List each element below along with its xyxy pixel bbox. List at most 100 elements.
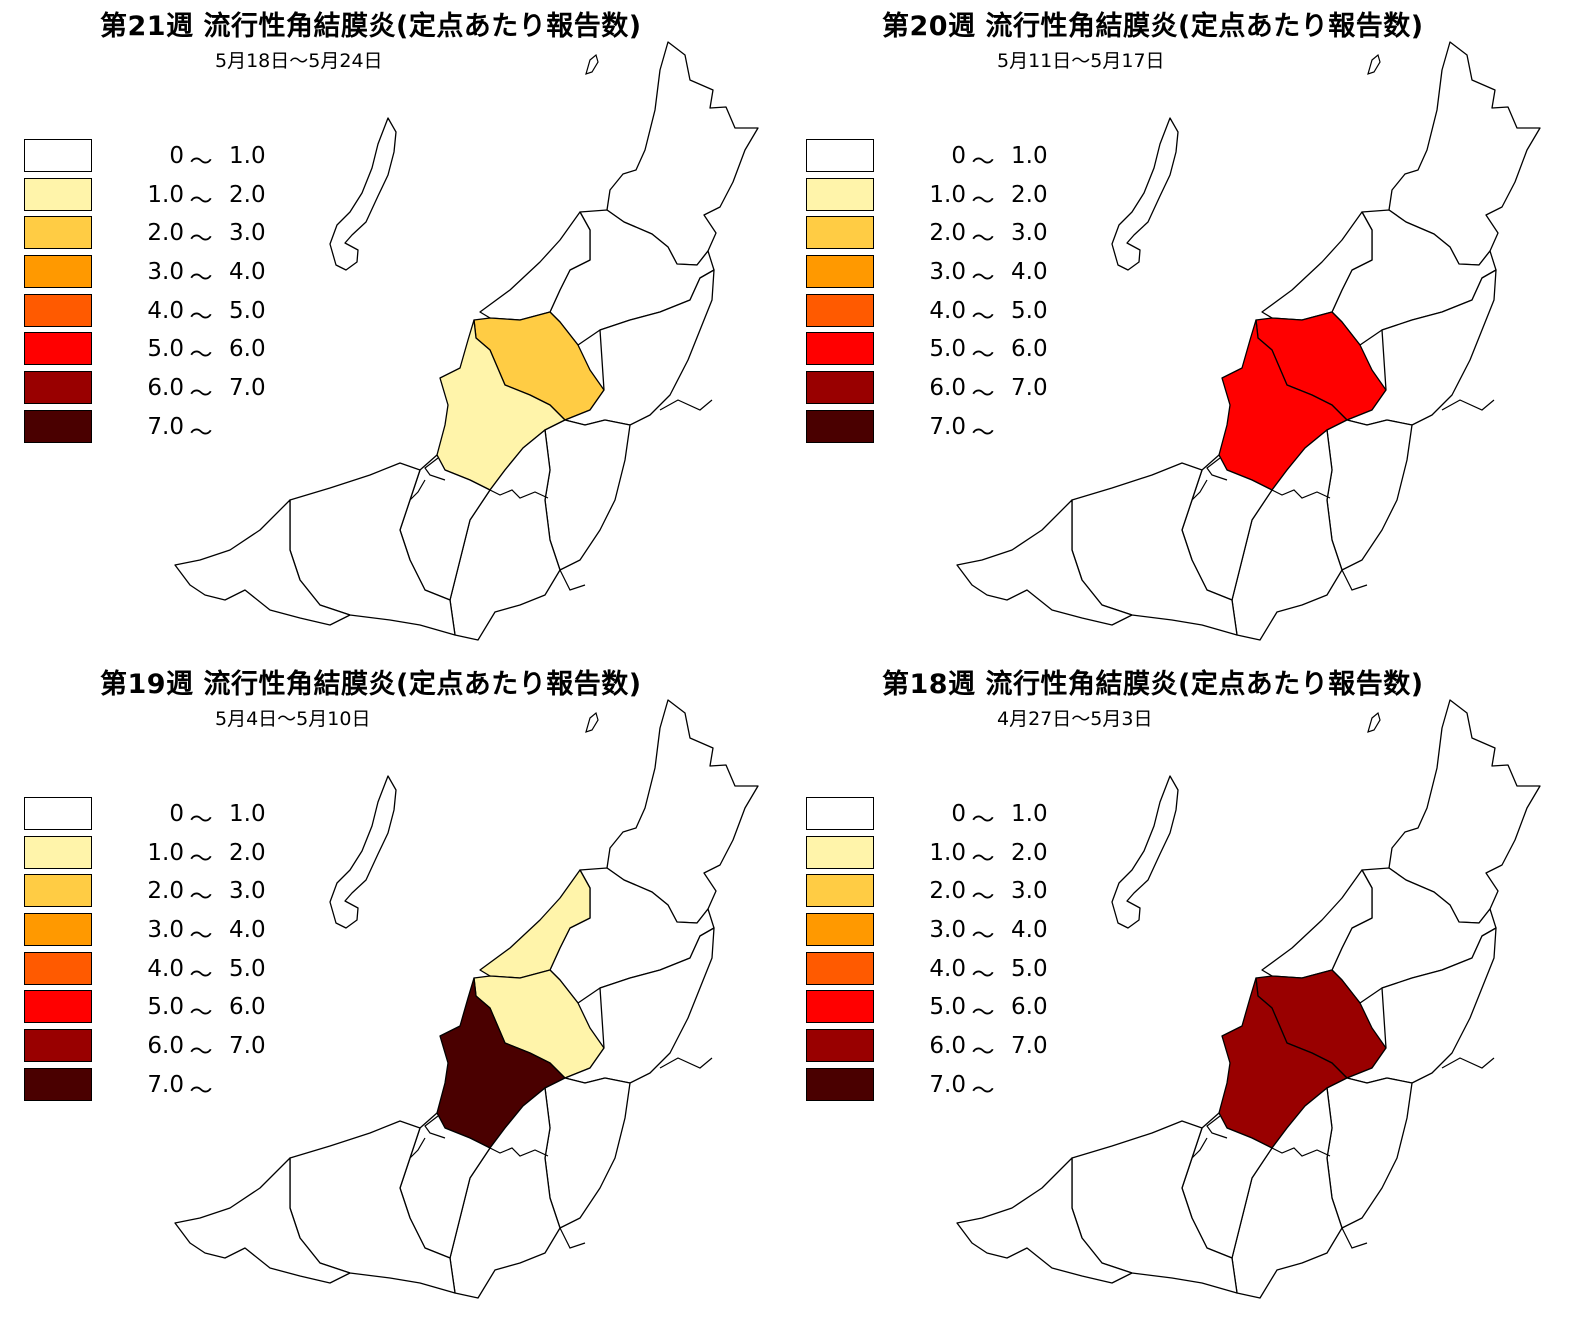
- region-tokamachi: [1231, 1087, 1343, 1299]
- legend-to: 2.0: [229, 181, 266, 208]
- legend-tilde: 〜: [189, 381, 213, 408]
- legend-to: 3.0: [1011, 220, 1048, 247]
- legend-swatch: [806, 797, 874, 830]
- legend-from: 1.0: [147, 839, 184, 866]
- legend-tilde: 〜: [971, 342, 995, 369]
- boundary-line: [489, 489, 549, 499]
- panel-title: 第19週 流行性角結膜炎(定点あたり報告数): [100, 669, 642, 700]
- legend-to: 3.0: [1011, 878, 1048, 905]
- legend-swatch: [806, 913, 874, 947]
- legend-from: 3.0: [147, 917, 184, 944]
- legend-to: 2.0: [229, 839, 266, 866]
- boundary-line: [1191, 479, 1208, 501]
- boundary-line: [1271, 489, 1331, 499]
- legend-from: 4.0: [147, 297, 184, 324]
- legend-tilde: 〜: [971, 807, 995, 833]
- legend-tilde: 〜: [971, 1039, 995, 1066]
- legend-to: 3.0: [229, 878, 266, 905]
- region-itoigawa: [174, 1157, 351, 1284]
- legend-from: 6.0: [929, 1033, 966, 1060]
- region-tokamachi: [449, 1087, 561, 1299]
- legend-from: 5.0: [929, 994, 966, 1021]
- boundary-line: [659, 1057, 713, 1069]
- region-itoigawa: [956, 499, 1133, 626]
- legend-from: 3.0: [929, 259, 966, 286]
- legend-tilde: 〜: [189, 923, 213, 950]
- region-uonuma: [544, 419, 631, 571]
- legend-to: 5.0: [229, 297, 266, 324]
- legend-tilde: 〜: [189, 807, 213, 833]
- legend-tilde: 〜: [971, 381, 995, 408]
- legend-to: 4.0: [229, 259, 266, 286]
- legend-from: 0: [951, 143, 966, 169]
- legend-to: 7.0: [229, 1033, 266, 1060]
- panel-title: 第20週 流行性角結膜炎(定点あたり報告数): [882, 11, 1424, 42]
- legend-swatch: [24, 409, 92, 443]
- map-panel-week20: 第20週 流行性角結膜炎(定点あたり報告数) 5月11日〜5月17日 0 〜 1.0…: [782, 0, 1572, 660]
- region-uonuma: [1326, 1077, 1413, 1229]
- legend-from: 5.0: [929, 336, 966, 363]
- legend-tilde: 〜: [971, 1000, 995, 1027]
- panel-title: 第18週 流行性角結膜炎(定点あたり報告数): [882, 669, 1424, 700]
- legend-tilde: 〜: [971, 226, 995, 253]
- legend-from: 7.0: [147, 413, 184, 440]
- legend-tilde: 〜: [189, 226, 213, 253]
- legend-from: 7.0: [929, 1071, 966, 1098]
- legend-from: 6.0: [929, 375, 966, 402]
- region-itoigawa: [956, 1157, 1133, 1284]
- region-sado: [1111, 117, 1179, 271]
- boundary-line: [1191, 1137, 1208, 1159]
- legend-swatch: [806, 951, 874, 985]
- boundary-line: [1441, 1057, 1495, 1069]
- legend-from: 4.0: [929, 955, 966, 982]
- map-panel-week21: 第21週 流行性角結膜炎(定点あたり報告数) 5月18日〜5月24日 0 〜 1.0…: [0, 0, 790, 660]
- legend-swatch: [806, 835, 874, 869]
- legend-from: 2.0: [929, 878, 966, 905]
- legend-swatch: [806, 255, 874, 289]
- legend-swatch: [24, 1067, 92, 1101]
- awashima-island: [585, 711, 599, 733]
- panel-date-range: 5月18日〜5月24日: [215, 50, 383, 72]
- legend-tilde: 〜: [971, 923, 995, 950]
- legend-tilde: 〜: [971, 303, 995, 330]
- legend-swatch: [806, 216, 874, 250]
- legend-to: 1.0: [229, 143, 266, 169]
- legend-from: 1.0: [929, 181, 966, 208]
- boundary-line: [424, 457, 446, 481]
- legend-to: 2.0: [1011, 839, 1048, 866]
- legend-tilde: 〜: [189, 884, 213, 911]
- region-sado: [329, 117, 397, 271]
- boundary-line: [659, 399, 713, 411]
- boundary-line: [409, 479, 426, 501]
- legend-from: 0: [169, 801, 184, 827]
- region-tokamachi: [1231, 429, 1343, 641]
- legend-tilde: 〜: [971, 845, 995, 872]
- legend-to: 6.0: [229, 994, 266, 1021]
- legend-swatch: [24, 951, 92, 985]
- legend-tilde: 〜: [189, 1077, 213, 1104]
- legend-tilde: 〜: [189, 149, 213, 175]
- legend-to: 4.0: [229, 917, 266, 944]
- boundary-line: [1206, 1115, 1228, 1139]
- legend-from: 1.0: [929, 839, 966, 866]
- legend-swatch: [24, 332, 92, 366]
- region-uonuma: [1326, 419, 1413, 571]
- legend-swatch: [24, 797, 92, 830]
- legend-from: 6.0: [147, 1033, 184, 1060]
- legend-tilde: 〜: [189, 1039, 213, 1066]
- legend-to: 5.0: [1011, 297, 1048, 324]
- niigata-map: [174, 41, 759, 641]
- legend-to: 7.0: [1011, 1033, 1048, 1060]
- legend-to: 4.0: [1011, 259, 1048, 286]
- region-tokamachi: [449, 429, 561, 641]
- legend-tilde: 〜: [971, 961, 995, 988]
- region-itoigawa: [174, 499, 351, 626]
- legend-from: 6.0: [147, 375, 184, 402]
- legend-tilde: 〜: [189, 342, 213, 369]
- legend-to: 7.0: [229, 375, 266, 402]
- panel-date-range: 4月27日〜5月3日: [997, 708, 1153, 730]
- legend-from: 2.0: [147, 878, 184, 905]
- legend-swatch: [806, 874, 874, 908]
- legend-swatch: [806, 990, 874, 1024]
- legend-from: 7.0: [929, 413, 966, 440]
